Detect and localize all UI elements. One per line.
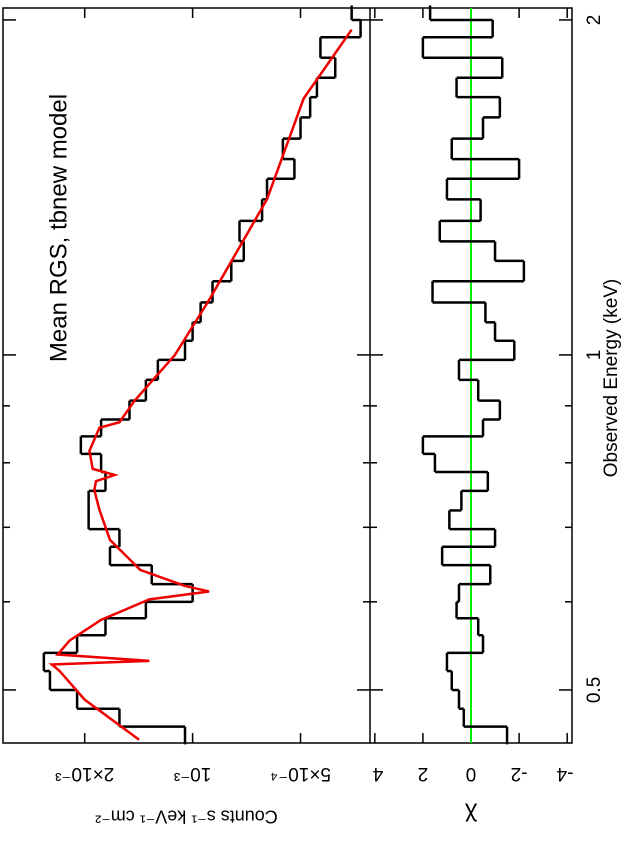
y-tick-label: 10⁻³ (174, 763, 212, 784)
model-line (48, 28, 353, 741)
y-axis-label: Counts s⁻¹ keV⁻¹ cm⁻² (95, 806, 278, 826)
y-axis-label: χ (464, 803, 477, 830)
x-axis-label: Observed Energy (keV) (601, 279, 622, 478)
x-tick-label: 0.5 (584, 677, 605, 703)
y-tick-label: 0 (466, 763, 477, 784)
y-tick-label: -2 (511, 763, 528, 784)
x-tick-label: 2 (584, 15, 605, 26)
y-tick-label: 2 (418, 763, 429, 784)
y-tick-label: 5×10⁻⁴ (270, 763, 331, 784)
y-tick-label: 2×10⁻³ (55, 763, 114, 784)
y-tick-label: -4 (556, 763, 573, 784)
x-tick-label: 1 (584, 350, 605, 361)
y-tick-label: 4 (372, 763, 383, 784)
frame (2, 7, 573, 744)
chart-title: Mean RGS, tbnew model (45, 94, 72, 362)
